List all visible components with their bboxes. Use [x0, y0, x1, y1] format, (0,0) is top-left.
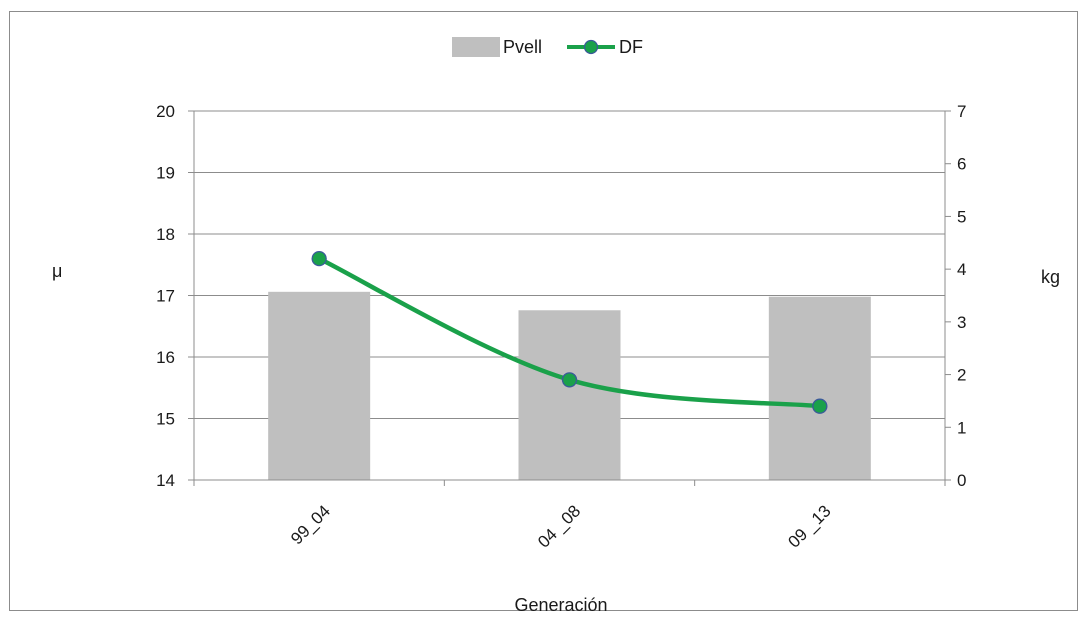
bar-pvell-1 — [518, 310, 621, 480]
legend-label-df: DF — [619, 37, 643, 57]
left-tick-label: 17 — [156, 287, 175, 306]
left-tick-label: 14 — [156, 471, 175, 490]
df-point-2 — [812, 398, 828, 414]
left-tick-label: 20 — [156, 102, 175, 121]
right-tick-label: 4 — [957, 260, 966, 279]
x-tick-label: 04 _08 — [534, 501, 584, 551]
right-axis-ticks: 0 1 2 3 4 5 6 7 — [945, 102, 966, 490]
legend: Pvell DF — [452, 37, 643, 57]
left-tick-label: 15 — [156, 410, 175, 429]
right-tick-label: 6 — [957, 155, 966, 174]
left-tick-label: 18 — [156, 225, 175, 244]
x-tick-label: 99_04 — [287, 501, 334, 548]
x-tick-label: 09 _13 — [784, 501, 834, 551]
y-left-axis-title: μ — [52, 261, 62, 281]
legend-swatch-pvell — [452, 37, 500, 57]
df-point-0 — [311, 250, 327, 267]
right-tick-label: 5 — [957, 207, 966, 226]
x-axis-ticks: 99_04 04 _08 09 _13 — [193, 480, 946, 552]
left-tick-label: 19 — [156, 164, 175, 183]
legend-marker-df — [583, 39, 599, 55]
df-point-1 — [561, 372, 578, 388]
right-tick-label: 7 — [957, 102, 966, 121]
right-tick-label: 0 — [957, 471, 966, 490]
left-axis-ticks: 14 15 16 17 18 19 20 — [156, 102, 194, 490]
df-line-series — [311, 250, 828, 414]
left-tick-label: 16 — [156, 348, 175, 367]
right-tick-label: 1 — [957, 418, 966, 437]
y-right-axis-title: kg — [1041, 267, 1060, 287]
legend-label-pvell: Pvell — [503, 37, 542, 57]
right-tick-label: 2 — [957, 366, 966, 385]
x-axis-title: Generación — [514, 595, 607, 615]
bar-pvell-0 — [268, 291, 371, 480]
bars — [268, 291, 871, 480]
right-tick-label: 3 — [957, 313, 966, 332]
bar-pvell-2 — [768, 296, 871, 480]
